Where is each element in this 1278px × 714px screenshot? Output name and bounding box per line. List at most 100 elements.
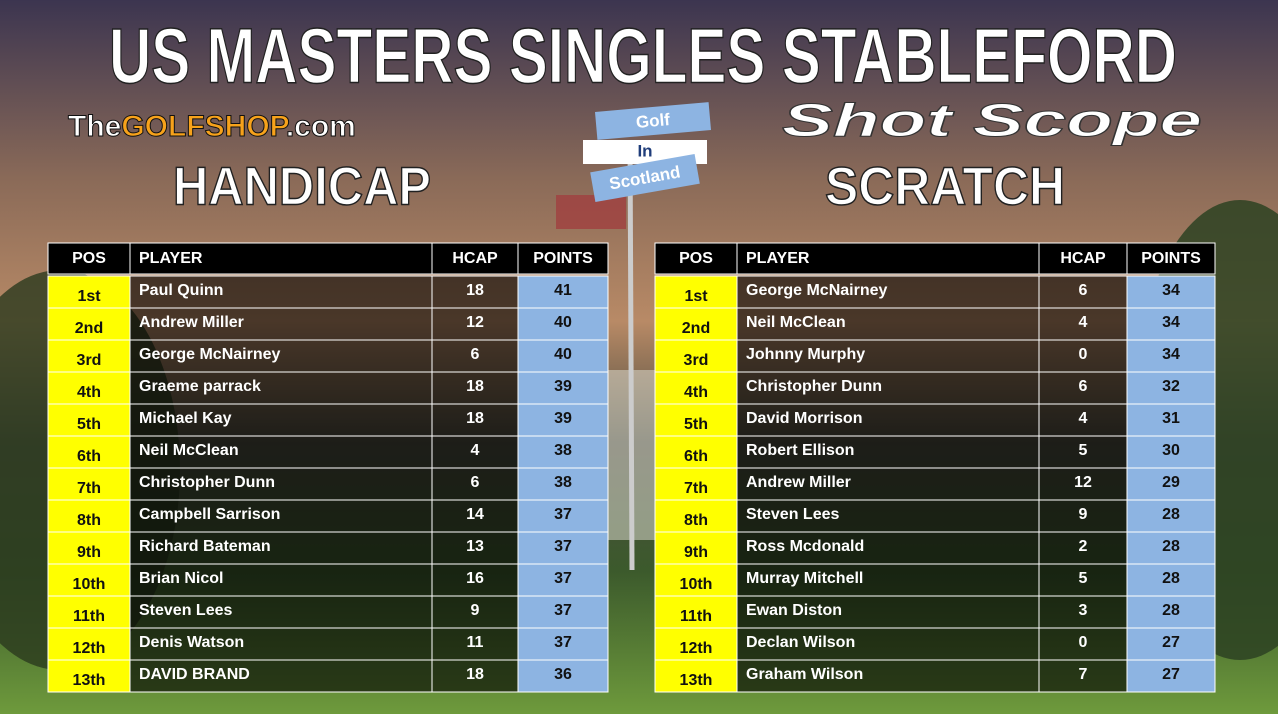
position: 3rd (77, 352, 102, 369)
cell (1038, 467, 1128, 501)
points: 37 (554, 634, 572, 651)
cell (517, 627, 609, 661)
cell (1126, 499, 1216, 533)
cell (517, 467, 609, 501)
cell (1038, 659, 1128, 693)
handicap: 4 (471, 442, 480, 459)
points: 36 (554, 666, 572, 683)
position: 2nd (682, 320, 710, 337)
cell (654, 371, 738, 405)
column-header: POINTS (1141, 250, 1201, 267)
handicap: 6 (471, 346, 480, 363)
cell (129, 595, 433, 629)
points: 29 (1162, 474, 1180, 491)
player-name: Graeme parrack (139, 378, 261, 395)
handicap: 2 (1079, 538, 1088, 555)
player-name: Christopher Dunn (139, 474, 275, 491)
cell (517, 435, 609, 469)
column-header: HCAP (1060, 250, 1106, 267)
position: 8th (77, 512, 101, 529)
player-name: DAVID BRAND (139, 666, 250, 683)
points: 37 (554, 602, 572, 619)
handicap: 13 (466, 538, 484, 555)
cell (736, 307, 1040, 341)
cell (129, 275, 433, 309)
sign-text: Golf (635, 110, 671, 132)
cell (654, 659, 738, 693)
sign-text: In (637, 141, 652, 160)
cell (431, 627, 519, 661)
player-name: Richard Bateman (139, 538, 271, 555)
position: 12th (680, 640, 713, 657)
sponsor-logo: TheGOLFSHOP.com (68, 110, 356, 143)
position: 6th (77, 448, 101, 465)
handicap: 4 (1079, 314, 1088, 331)
handicap: 12 (466, 314, 484, 331)
player-name: Neil McClean (139, 442, 239, 459)
player-name: Campbell Sarrison (139, 506, 280, 523)
position: 1st (77, 288, 101, 305)
cell (1126, 403, 1216, 437)
position: 13th (680, 672, 713, 689)
points: 34 (1162, 314, 1180, 331)
sign-board (594, 102, 712, 140)
position: 4th (77, 384, 101, 401)
cell (736, 659, 1040, 693)
table-heading: SCRATCH (825, 156, 1065, 216)
points: 38 (554, 474, 572, 491)
cell (1126, 307, 1216, 341)
cell (1038, 403, 1128, 437)
cell (1126, 531, 1216, 565)
cell (654, 467, 738, 501)
position: 7th (684, 480, 708, 497)
flag (556, 195, 626, 229)
points: 28 (1162, 506, 1180, 523)
cell (431, 371, 519, 405)
points: 28 (1162, 570, 1180, 587)
cell (517, 659, 609, 693)
position: 9th (684, 544, 708, 561)
cell (517, 499, 609, 533)
column-header: POS (679, 250, 713, 267)
position: 5th (684, 416, 708, 433)
header-cell (1126, 242, 1216, 275)
cell (47, 371, 131, 405)
header-cell (129, 242, 433, 275)
handicap: 6 (471, 474, 480, 491)
player-name: George McNairney (139, 346, 280, 363)
handicap: 11 (467, 634, 484, 651)
cell (47, 339, 131, 373)
position: 4th (684, 384, 708, 401)
position: 11th (73, 608, 105, 625)
cell (517, 275, 609, 309)
cell (517, 307, 609, 341)
player-name: Neil McClean (746, 314, 846, 331)
points: 37 (554, 506, 572, 523)
position: 2nd (75, 320, 103, 337)
points: 30 (1162, 442, 1180, 459)
cell (431, 403, 519, 437)
cell (431, 339, 519, 373)
cell (654, 435, 738, 469)
points: 28 (1162, 538, 1180, 555)
player-name: Paul Quinn (139, 282, 223, 299)
handicap: 18 (466, 410, 484, 427)
header-cell (517, 242, 609, 275)
cell (736, 563, 1040, 597)
cell (736, 339, 1040, 373)
player-name: Murray Mitchell (746, 570, 863, 587)
cell (1038, 435, 1128, 469)
player-name: Johnny Murphy (746, 346, 865, 363)
points: 31 (1162, 410, 1180, 427)
position: 8th (684, 512, 708, 529)
handicap: 0 (1079, 634, 1088, 651)
handicap: 5 (1079, 442, 1088, 459)
handicap: 6 (1079, 378, 1088, 395)
points: 34 (1162, 282, 1180, 299)
column-header: PLAYER (746, 250, 810, 267)
position: 10th (680, 576, 713, 593)
position: 3rd (684, 352, 709, 369)
handicap: 0 (1079, 346, 1088, 363)
player-name: Declan Wilson (746, 634, 855, 651)
points: 40 (554, 346, 572, 363)
